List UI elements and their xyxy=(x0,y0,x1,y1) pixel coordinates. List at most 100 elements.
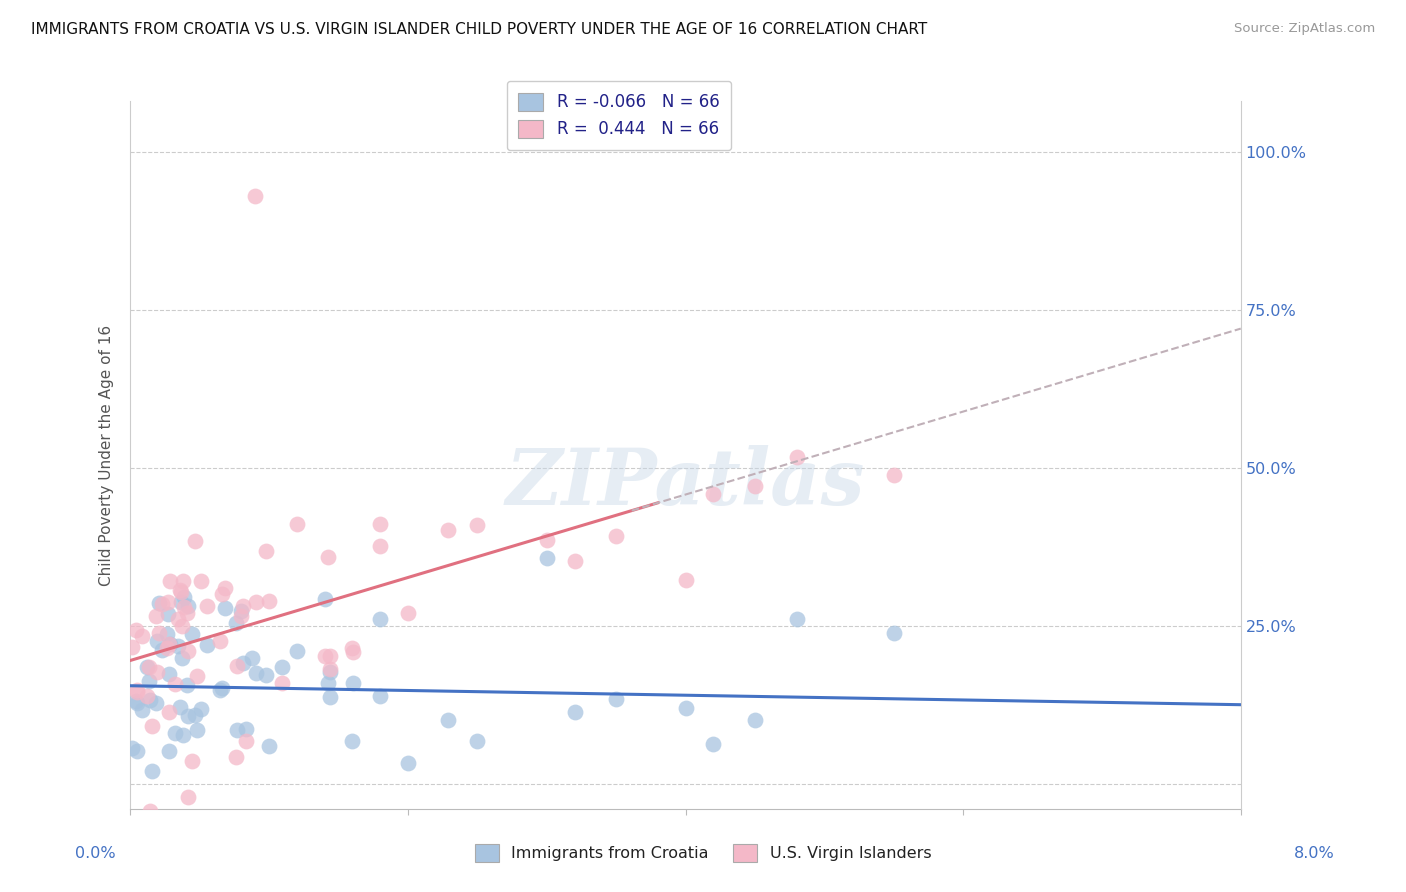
Point xyxy=(135,689,157,703)
Point xyxy=(176,607,198,621)
Point xyxy=(235,733,257,747)
Point xyxy=(270,676,292,690)
Point xyxy=(675,573,697,587)
Point xyxy=(150,643,173,657)
Point xyxy=(125,694,148,708)
Point xyxy=(342,641,364,656)
Point xyxy=(231,604,253,618)
Point xyxy=(121,640,143,654)
Point xyxy=(232,599,254,613)
Point xyxy=(159,574,181,589)
Point xyxy=(172,728,194,742)
Point xyxy=(225,615,247,630)
Point xyxy=(186,668,208,682)
Point xyxy=(181,754,204,768)
Point xyxy=(173,591,195,605)
Point xyxy=(245,595,267,609)
Point xyxy=(257,739,280,753)
Point xyxy=(172,574,194,588)
Point xyxy=(155,627,177,641)
Point xyxy=(186,723,208,737)
Point xyxy=(786,450,808,465)
Point xyxy=(368,517,391,532)
Point xyxy=(564,705,586,719)
Text: ZIPatlas: ZIPatlas xyxy=(506,445,865,522)
Point xyxy=(231,609,253,624)
Point xyxy=(169,595,191,609)
Point xyxy=(167,612,190,626)
Point xyxy=(167,639,190,653)
Point xyxy=(342,645,364,659)
Point xyxy=(226,659,249,673)
Point xyxy=(437,524,460,538)
Point xyxy=(214,601,236,615)
Point xyxy=(605,692,627,706)
Point xyxy=(177,790,200,805)
Point xyxy=(195,599,218,613)
Point xyxy=(319,665,342,679)
Point xyxy=(169,585,191,599)
Point xyxy=(257,594,280,608)
Point xyxy=(744,713,766,727)
Point xyxy=(240,651,263,665)
Point xyxy=(157,744,180,758)
Point xyxy=(139,804,162,818)
Point xyxy=(190,574,212,589)
Point xyxy=(157,607,180,621)
Point xyxy=(226,723,249,738)
Point xyxy=(146,665,169,679)
Point xyxy=(342,734,364,748)
Point xyxy=(163,677,186,691)
Point xyxy=(155,640,177,655)
Point xyxy=(148,596,170,610)
Point xyxy=(744,479,766,493)
Point xyxy=(232,657,254,671)
Point xyxy=(208,634,231,648)
Point xyxy=(319,649,342,664)
Point xyxy=(141,719,163,733)
Point xyxy=(883,468,905,483)
Point xyxy=(564,554,586,568)
Text: 0.0%: 0.0% xyxy=(76,846,115,861)
Text: 8.0%: 8.0% xyxy=(1295,846,1334,861)
Point xyxy=(368,539,391,553)
Point xyxy=(157,637,180,651)
Point xyxy=(176,678,198,692)
Point xyxy=(184,533,207,548)
Point xyxy=(125,696,148,710)
Point xyxy=(150,597,173,611)
Point xyxy=(314,648,336,663)
Point xyxy=(437,713,460,727)
Point xyxy=(139,693,162,707)
Point xyxy=(675,701,697,715)
Point xyxy=(536,551,558,566)
Point xyxy=(146,634,169,648)
Point xyxy=(316,549,339,564)
Point xyxy=(319,690,342,705)
Point xyxy=(235,722,257,736)
Point xyxy=(786,612,808,626)
Point xyxy=(173,599,195,614)
Point xyxy=(883,626,905,640)
Point xyxy=(177,644,200,658)
Point xyxy=(177,708,200,723)
Point xyxy=(131,629,153,643)
Point xyxy=(368,689,391,703)
Point xyxy=(316,676,339,690)
Text: Source: ZipAtlas.com: Source: ZipAtlas.com xyxy=(1234,22,1375,36)
Point xyxy=(159,638,181,652)
Point xyxy=(125,685,148,699)
Point xyxy=(211,681,233,695)
Point xyxy=(536,533,558,548)
Text: IMMIGRANTS FROM CROATIA VS U.S. VIRGIN ISLANDER CHILD POVERTY UNDER THE AGE OF 1: IMMIGRANTS FROM CROATIA VS U.S. VIRGIN I… xyxy=(31,22,927,37)
Point xyxy=(169,700,191,714)
Point xyxy=(702,737,724,751)
Point xyxy=(270,659,292,673)
Point xyxy=(190,702,212,716)
Point xyxy=(125,623,148,637)
Point xyxy=(157,705,180,719)
Y-axis label: Child Poverty Under the Age of 16: Child Poverty Under the Age of 16 xyxy=(100,325,114,585)
Point xyxy=(254,668,277,682)
Point xyxy=(170,650,193,665)
Point xyxy=(163,725,186,739)
